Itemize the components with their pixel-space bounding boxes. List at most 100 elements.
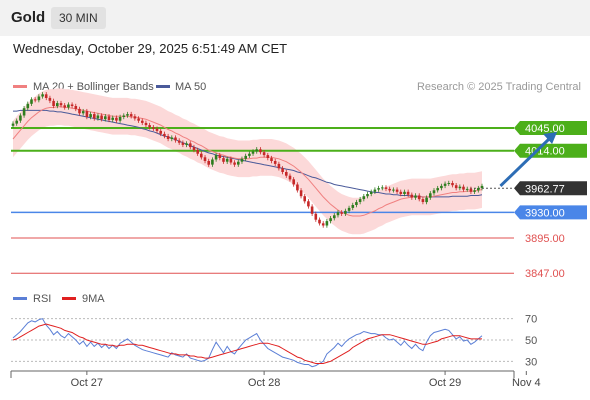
candle-body — [11, 123, 15, 126]
ma50-line — [13, 109, 483, 198]
candle-body — [462, 186, 465, 190]
candle-body — [181, 142, 185, 145]
legend-rsi-swatch — [13, 297, 27, 300]
candle-body — [59, 103, 63, 106]
candle-body — [333, 215, 336, 219]
candle-body — [425, 197, 428, 203]
candle-body — [115, 117, 118, 121]
candle-body — [429, 193, 432, 198]
candle-body — [366, 194, 369, 197]
candle-body — [67, 104, 70, 108]
candle-body — [174, 137, 177, 141]
candle-body — [144, 122, 148, 126]
candle-body — [314, 213, 318, 220]
timestamp: Wednesday, October 29, 2025 6:51:49 AM C… — [13, 41, 288, 56]
candle-body — [406, 191, 410, 195]
candle-body — [410, 194, 414, 198]
candle-body — [15, 120, 18, 124]
level-label-resistance: 4014.00 — [525, 146, 565, 158]
candle-body — [237, 161, 240, 165]
candle-body — [447, 183, 451, 184]
level-tag-last — [514, 181, 587, 196]
candle-body — [152, 127, 155, 129]
x-tick-label: Oct 28 — [248, 377, 280, 389]
candle-body — [185, 143, 188, 145]
candle-body — [96, 115, 100, 119]
level-tag-pivot — [514, 205, 587, 220]
candle-body — [307, 201, 310, 207]
candle-body — [148, 125, 151, 128]
candle-body — [262, 152, 266, 156]
legend-ma50-swatch — [156, 85, 170, 88]
candle-body — [104, 116, 107, 120]
candle-body — [33, 99, 37, 101]
candle-body — [384, 187, 388, 189]
candle-body — [48, 97, 52, 101]
candle-body — [203, 157, 207, 161]
candle-body — [30, 99, 33, 104]
level-label-last: 3962.77 — [525, 183, 565, 195]
candle-body — [325, 221, 329, 226]
candle-body — [52, 100, 55, 106]
candle-body — [248, 153, 251, 156]
legend-ma20-swatch — [13, 85, 27, 88]
candle-body — [192, 147, 196, 150]
level-label-support: 3895.00 — [525, 233, 565, 245]
candle-body — [351, 205, 355, 208]
x-tick-label: Oct 29 — [429, 377, 461, 389]
candle-body — [189, 143, 192, 148]
candle-body — [270, 158, 273, 161]
candle-body — [240, 158, 244, 162]
timeframe-button[interactable]: 30 MIN — [51, 7, 106, 29]
rsi-tick-label: 70 — [525, 314, 537, 326]
candle-body — [170, 137, 174, 139]
candle-body — [403, 191, 406, 194]
rsi-ma-line — [12, 323, 482, 364]
candle-body — [473, 190, 476, 192]
candle-body — [19, 115, 22, 121]
candle-body — [229, 158, 233, 163]
candle-body — [329, 218, 332, 222]
candle-body — [214, 155, 218, 160]
candle-body — [56, 103, 59, 106]
candle-body — [288, 175, 292, 180]
candle-body — [310, 206, 314, 214]
candle-body — [377, 188, 380, 190]
level-label-support: 3847.00 — [525, 268, 565, 280]
candle-body — [222, 158, 225, 162]
candle-body — [196, 150, 199, 154]
candle-body — [344, 210, 347, 214]
candle-body — [395, 189, 399, 192]
candle-body — [259, 149, 262, 153]
ma20-line — [12, 106, 483, 217]
candle-body — [218, 155, 222, 158]
candle-body — [421, 199, 425, 202]
candle-body — [244, 155, 247, 159]
candle-body — [111, 117, 114, 120]
candle-body — [159, 130, 162, 134]
candle-body — [85, 111, 89, 117]
candle-body — [362, 196, 366, 200]
candle-body — [70, 104, 74, 106]
candle-body — [321, 223, 325, 226]
candle-body — [318, 219, 321, 224]
candle-body — [285, 172, 288, 176]
candle-body — [358, 199, 362, 202]
candle-body — [200, 153, 203, 158]
candle-body — [296, 184, 299, 191]
candle-body — [347, 207, 351, 211]
candle-body — [443, 183, 447, 186]
candle-body — [129, 114, 133, 117]
candle-body — [141, 120, 144, 123]
candle-body — [469, 188, 473, 192]
candle-body — [451, 183, 454, 186]
legend-rsi-label: RSI — [33, 293, 51, 305]
level-label-pivot: 3930.00 — [525, 207, 565, 219]
candle-body — [292, 179, 295, 185]
legend-9ma-swatch — [62, 297, 76, 300]
candle-body — [251, 151, 255, 154]
candle-body — [266, 155, 270, 158]
candle-body — [122, 115, 126, 117]
candle-body — [273, 161, 277, 164]
